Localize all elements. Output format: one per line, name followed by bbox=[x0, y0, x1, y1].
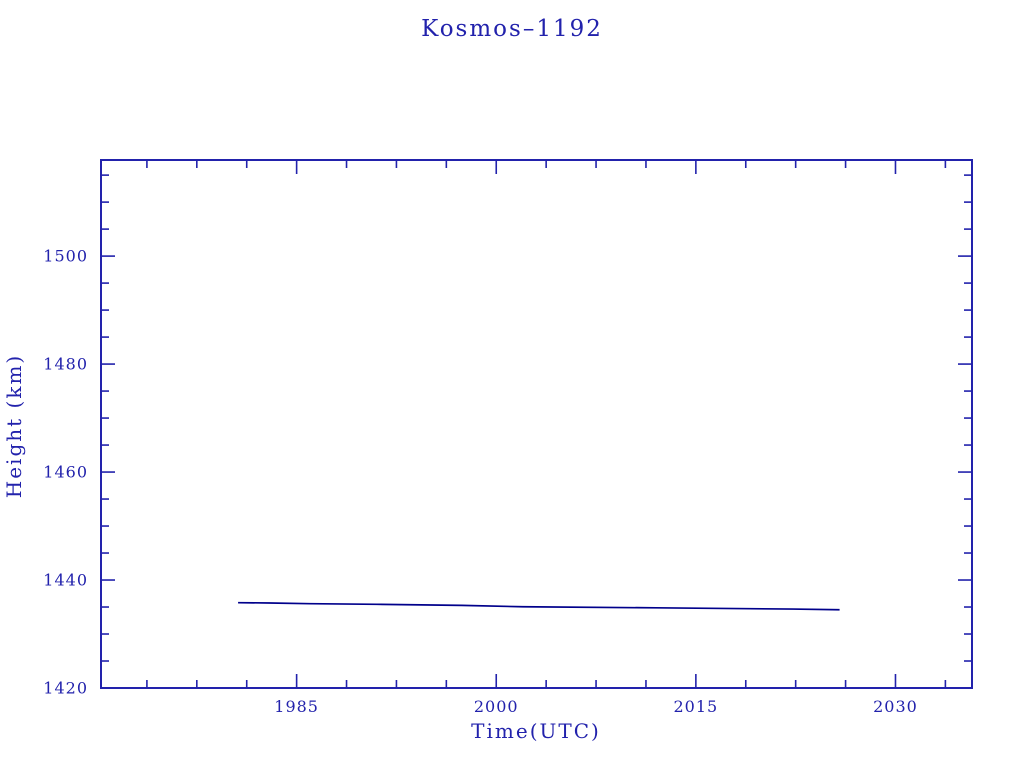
chart-title: Kosmos–1192 bbox=[421, 16, 603, 42]
data-line bbox=[238, 601, 840, 611]
y-tick-label: 1480 bbox=[43, 355, 88, 374]
x-axis-title: Time(UTC) bbox=[471, 719, 601, 743]
plot-frame-group: 1985 2000 2015 2030 1420 1440 1460 1480 1500 bbox=[43, 159, 973, 716]
y-tick-label: 1440 bbox=[43, 571, 88, 590]
x-tick-label: 1985 bbox=[274, 697, 319, 716]
x-tick-label: 2030 bbox=[873, 697, 918, 716]
y-tick-label: 1500 bbox=[43, 247, 88, 266]
plot-frame bbox=[100, 159, 973, 689]
y-tick-label: 1460 bbox=[43, 463, 88, 482]
x-tick-label: 2015 bbox=[674, 697, 719, 716]
x-tick-label: 2000 bbox=[474, 697, 519, 716]
y-tick-label: 1420 bbox=[43, 679, 88, 698]
y-axis-title: Height (km) bbox=[2, 354, 26, 498]
